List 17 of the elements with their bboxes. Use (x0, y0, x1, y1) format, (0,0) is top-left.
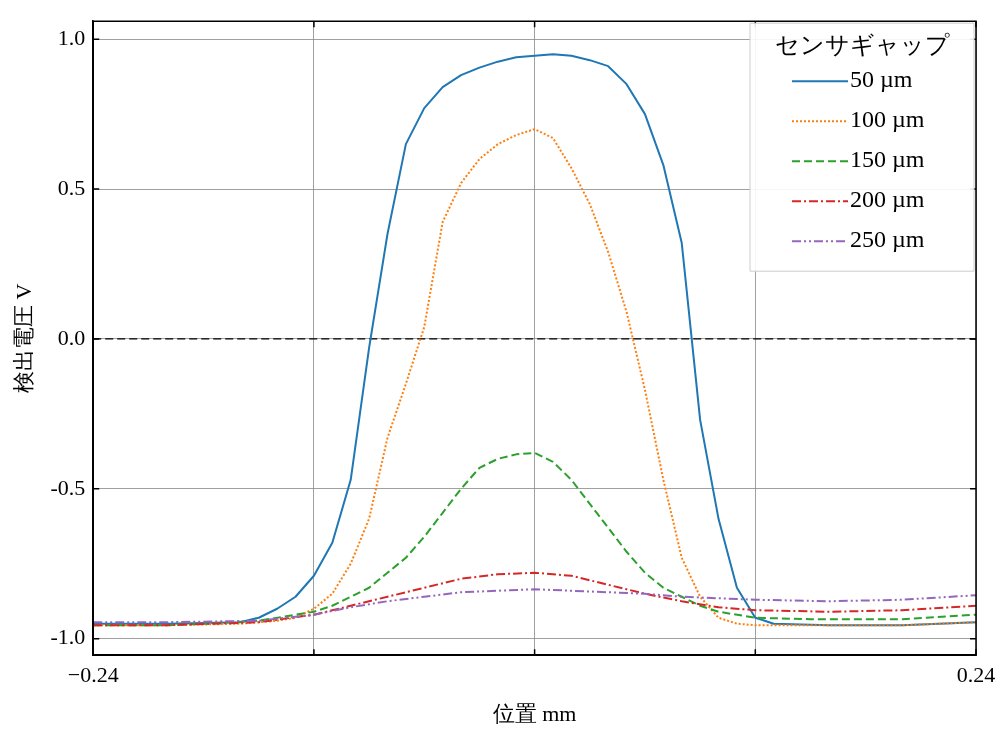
legend-label: 250 µm (850, 226, 925, 253)
x-tick-label: −0.24 (67, 662, 119, 688)
y-tick-label: 0.5 (57, 174, 86, 200)
legend-label: 200 µm (850, 186, 925, 213)
legend-title: センサギャップ (774, 32, 950, 59)
line-series (93, 588, 976, 624)
y-tick-label: -0.5 (50, 474, 86, 500)
y-axis-title: 検出電圧 V (10, 283, 36, 393)
x-axis-title: 位置 mm (492, 700, 577, 726)
y-tick-label: 0.0 (57, 324, 86, 350)
y-tick-label: -1.0 (50, 624, 86, 650)
x-tick-label: 0.24 (956, 662, 996, 688)
legend-label: 50 µm (850, 66, 913, 93)
legend-label: 150 µm (850, 146, 925, 173)
legend-label: 100 µm (850, 106, 925, 133)
y-tick-label: 1.0 (57, 24, 86, 50)
line-series (93, 571, 976, 627)
